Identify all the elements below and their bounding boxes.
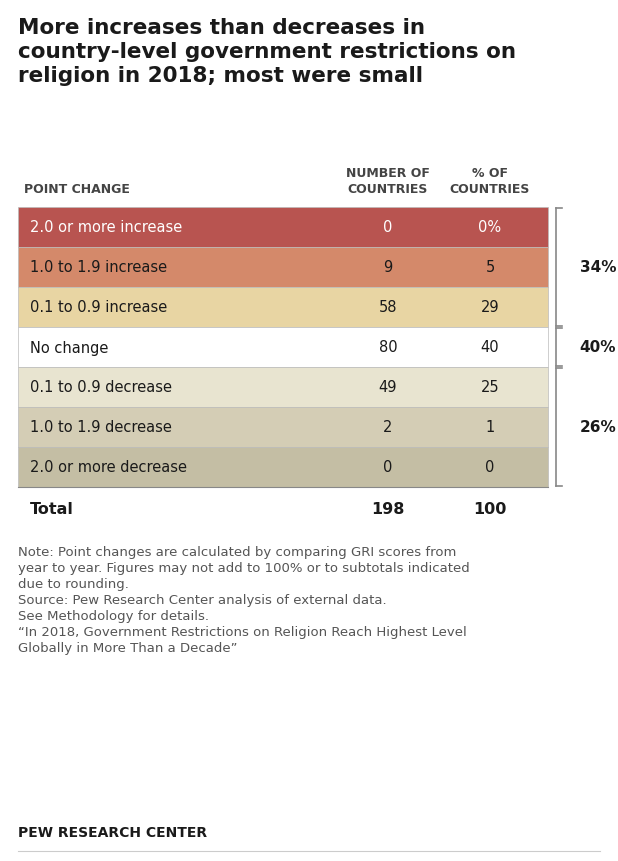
Bar: [18, 328, 548, 368]
Text: See Methodology for details.: See Methodology for details.: [18, 610, 209, 623]
Text: 0.1 to 0.9 decrease: 0.1 to 0.9 decrease: [30, 380, 172, 395]
Text: 26%: 26%: [580, 420, 616, 435]
Text: Note: Point changes are calculated by comparing GRI scores from: Note: Point changes are calculated by co…: [18, 545, 456, 558]
Text: Globally in More Than a Decade”: Globally in More Than a Decade”: [18, 641, 237, 654]
Bar: [18, 248, 548, 288]
Text: 2.0 or more decrease: 2.0 or more decrease: [30, 460, 187, 475]
Text: 58: 58: [379, 300, 397, 315]
Text: 0: 0: [485, 460, 494, 475]
Text: 0.1 to 0.9 increase: 0.1 to 0.9 increase: [30, 300, 167, 315]
Text: Source: Pew Research Center analysis of external data.: Source: Pew Research Center analysis of …: [18, 593, 387, 606]
Bar: [18, 448, 548, 487]
Text: 49: 49: [379, 380, 397, 395]
Text: PEW RESEARCH CENTER: PEW RESEARCH CENTER: [18, 825, 207, 839]
Text: 40: 40: [481, 340, 499, 355]
Text: 198: 198: [371, 502, 405, 517]
Text: 0: 0: [383, 220, 392, 235]
Bar: [18, 208, 548, 248]
Text: 2: 2: [383, 420, 392, 435]
Text: “In 2018, Government Restrictions on Religion Reach Highest Level: “In 2018, Government Restrictions on Rel…: [18, 625, 467, 638]
Text: % OF
COUNTRIES: % OF COUNTRIES: [450, 167, 530, 195]
Text: year to year. Figures may not add to 100% or to subtotals indicated: year to year. Figures may not add to 100…: [18, 561, 470, 574]
Text: NUMBER OF
COUNTRIES: NUMBER OF COUNTRIES: [346, 167, 430, 195]
Text: Total: Total: [30, 502, 74, 517]
Text: 25: 25: [481, 380, 499, 395]
Text: 9: 9: [383, 260, 392, 276]
Text: 5: 5: [485, 260, 494, 276]
Text: No change: No change: [30, 340, 108, 355]
Text: 0: 0: [383, 460, 392, 475]
Text: due to rounding.: due to rounding.: [18, 578, 129, 591]
Text: 34%: 34%: [580, 260, 616, 276]
Text: 2.0 or more increase: 2.0 or more increase: [30, 220, 182, 235]
Bar: [18, 368, 548, 407]
Text: 29: 29: [481, 300, 499, 315]
Bar: [18, 407, 548, 448]
Text: 0%: 0%: [478, 220, 502, 235]
Text: 100: 100: [473, 502, 507, 517]
Text: 1.0 to 1.9 decrease: 1.0 to 1.9 decrease: [30, 420, 172, 435]
Text: 80: 80: [379, 340, 397, 355]
Text: More increases than decreases in
country-level government restrictions on
religi: More increases than decreases in country…: [18, 18, 516, 86]
Text: 1: 1: [485, 420, 494, 435]
Text: POINT CHANGE: POINT CHANGE: [24, 183, 130, 195]
Text: 40%: 40%: [580, 340, 616, 355]
Text: 1.0 to 1.9 increase: 1.0 to 1.9 increase: [30, 260, 167, 276]
Bar: [18, 288, 548, 328]
